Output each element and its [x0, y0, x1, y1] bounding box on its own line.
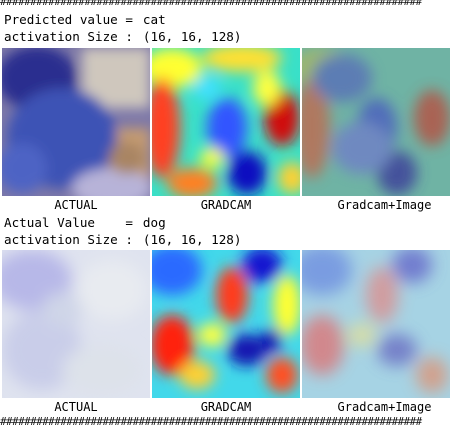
activation-size-line-2: activation Size : (16, 16, 128)	[4, 232, 241, 248]
caption-gradcam: GRADCAM	[152, 400, 300, 414]
activation-size-value: (16, 16, 128)	[143, 232, 242, 247]
actual-value-title: Actual Value =	[4, 215, 133, 230]
activation-size-value: (16, 16, 128)	[143, 29, 242, 44]
image-thumbnail-icon	[2, 48, 150, 196]
actual-image-dog	[2, 250, 150, 398]
caption-gradcam-image: Gradcam+Image	[302, 400, 463, 414]
predicted-value: cat	[143, 12, 166, 27]
gradcam-overlay-cat	[302, 48, 450, 196]
gradcam-heatmap-dog	[152, 250, 300, 398]
separator-top: ########################################…	[0, 0, 463, 8]
actual-value-line: Actual Value = dog	[4, 215, 166, 231]
caption-gradcam: GRADCAM	[152, 198, 300, 212]
gradcam-heatmap-icon	[152, 48, 300, 196]
caption-actual: ACTUAL	[2, 198, 150, 212]
actual-image-cat	[2, 48, 150, 196]
gradcam-overlay-icon	[302, 250, 450, 398]
predicted-value-title: Predicted value =	[4, 12, 133, 27]
gradcam-heatmap-cat	[152, 48, 300, 196]
caption-gradcam-image: Gradcam+Image	[302, 198, 463, 212]
predicted-value-line: Predicted value = cat	[4, 12, 166, 28]
caption-actual: ACTUAL	[2, 400, 150, 414]
gradcam-overlay-dog	[302, 250, 450, 398]
separator-bottom: ########################################…	[0, 416, 463, 428]
activation-size-title: activation Size :	[4, 232, 133, 247]
activation-size-line-1: activation Size : (16, 16, 128)	[4, 29, 241, 45]
image-thumbnail-icon	[2, 250, 150, 398]
actual-value: dog	[143, 215, 166, 230]
gradcam-overlay-icon	[302, 48, 450, 196]
activation-size-title: activation Size :	[4, 29, 133, 44]
gradcam-heatmap-icon	[152, 250, 300, 398]
